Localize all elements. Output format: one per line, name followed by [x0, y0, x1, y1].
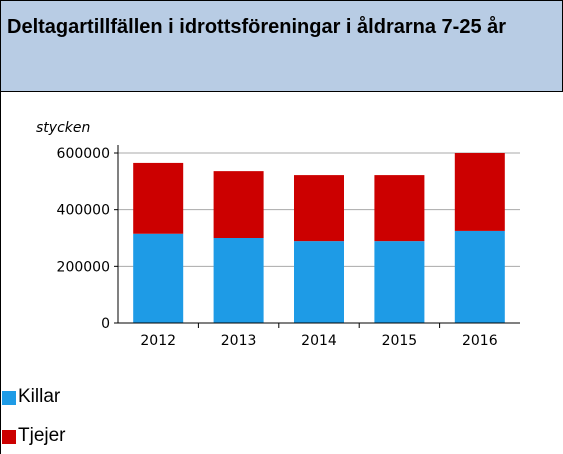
chart-title: Deltagartillfällen i idrottsföreningar i… [7, 16, 507, 38]
bar-segment [374, 175, 425, 242]
y-tick-label: 600000 [57, 146, 110, 162]
y-axis-label: stycken [36, 120, 90, 136]
legend-swatch [2, 430, 16, 444]
legend-label: Killar [18, 386, 61, 407]
x-tick-label: 2016 [462, 333, 498, 349]
bar-segment [454, 230, 505, 323]
legend-swatch [2, 391, 16, 405]
bar-segment [374, 241, 425, 323]
bar-segment [294, 241, 344, 323]
bar-segment [294, 175, 344, 242]
bar-segment [213, 238, 264, 323]
bar-segment [133, 233, 184, 323]
legend-item: Tjejer [2, 425, 66, 447]
bar-segment [213, 171, 264, 238]
y-tick-label: 200000 [57, 259, 110, 275]
legend-label: Tjejer [18, 425, 66, 446]
x-tick-label: 2012 [140, 333, 176, 349]
x-tick-label: 2014 [301, 333, 337, 349]
x-tick-label: 2015 [382, 333, 418, 349]
header: Deltagartillfällen i idrottsföreningar i… [0, 0, 563, 92]
y-tick-label: 400000 [57, 203, 110, 219]
y-tick-label: 0 [101, 316, 110, 332]
legend-item: Killar [2, 386, 61, 408]
x-tick-label: 2013 [221, 333, 257, 349]
bar-segment [454, 153, 505, 231]
bar-segment [133, 162, 184, 234]
